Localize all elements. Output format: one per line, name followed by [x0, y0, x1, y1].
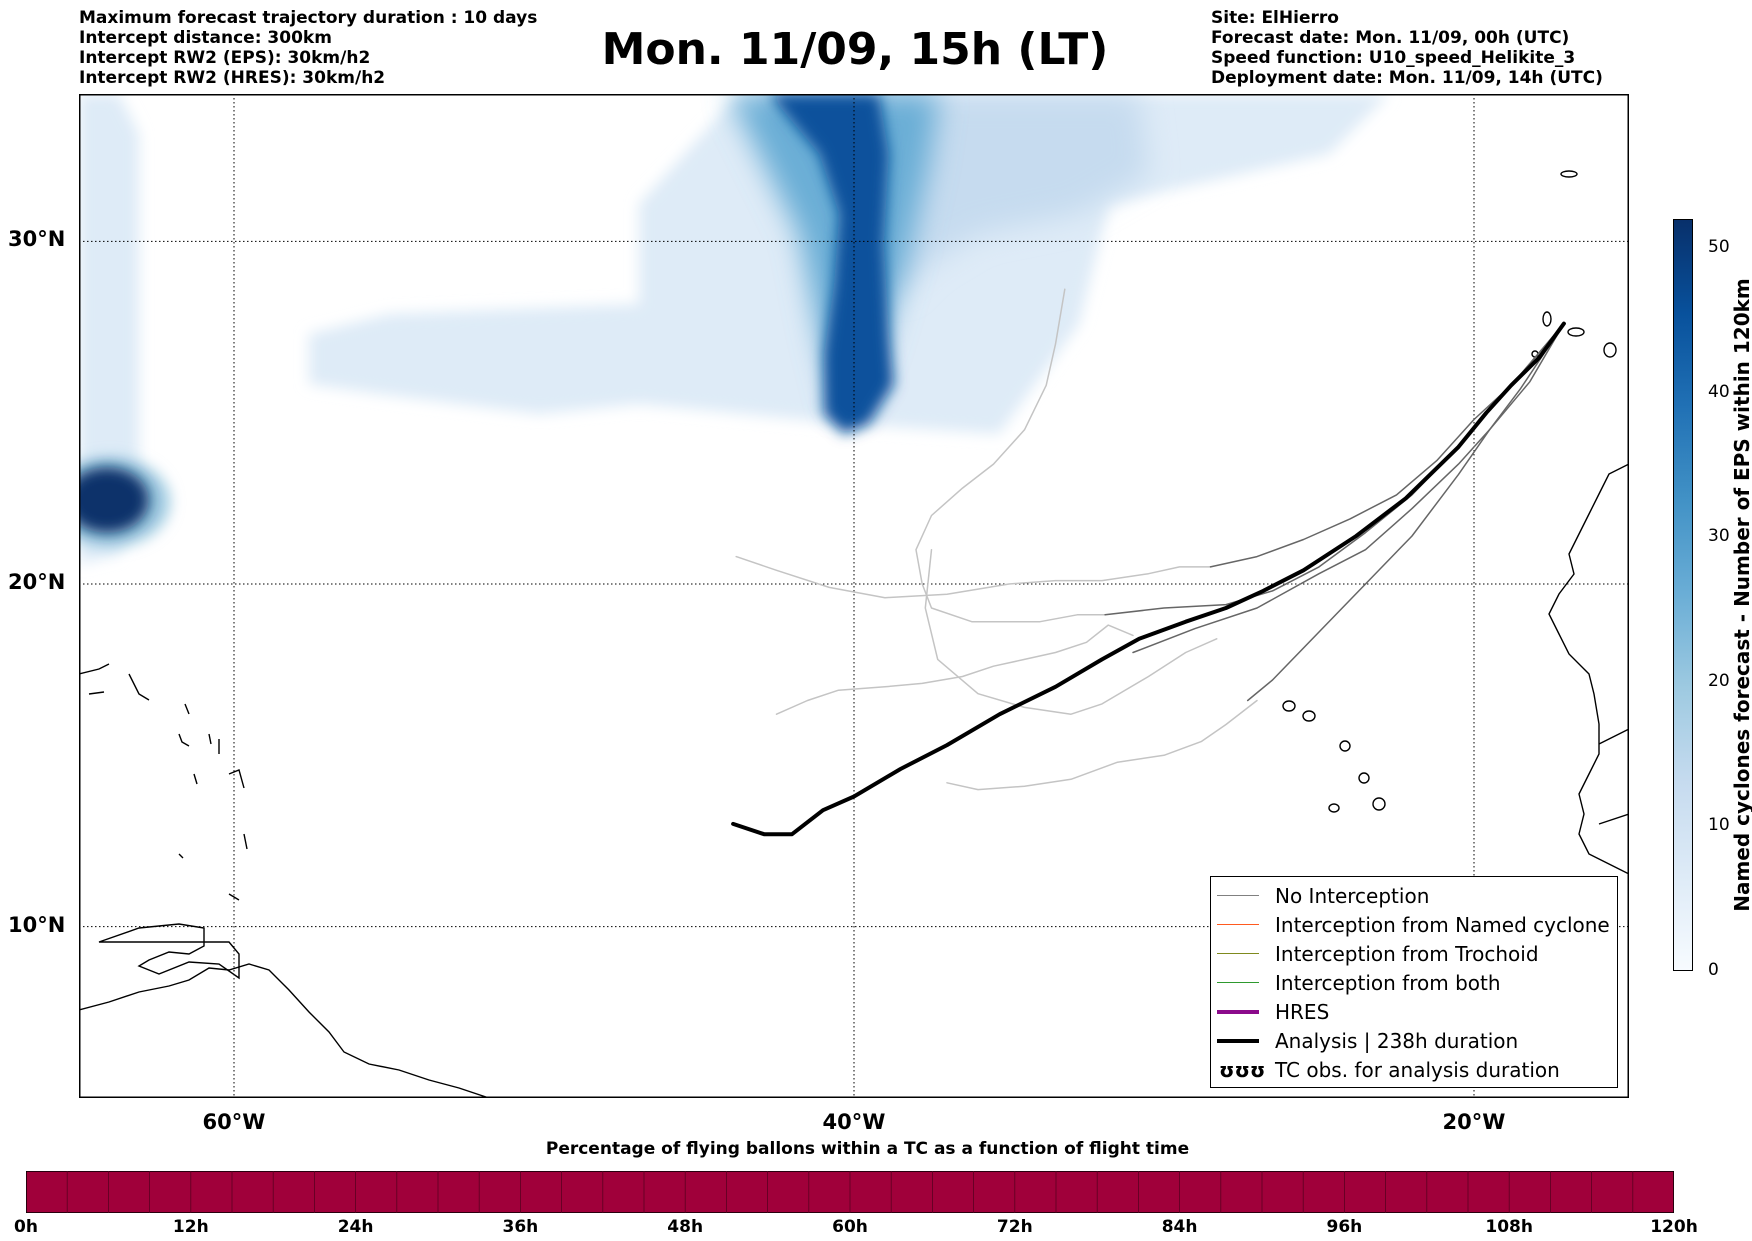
island-cape-verde-5 — [1328, 803, 1340, 813]
coastlines — [79, 170, 1629, 1098]
header-left-line: Intercept distance: 300km — [79, 28, 332, 48]
analysis-track-line — [731, 321, 1566, 837]
coast-africa-detail — [1598, 728, 1629, 825]
header-right-line: Deployment date: Mon. 11/09, 14h (UTC) — [1211, 68, 1603, 88]
pct-bar-ticks — [66, 1171, 1634, 1213]
coast-venezuela-islands — [98, 923, 240, 980]
colorbar-tick-label: 50 — [1708, 236, 1730, 257]
pct-tick-label: 60h — [832, 1217, 868, 1237]
eps-track-light — [775, 624, 1134, 715]
legend-swatch — [1217, 953, 1259, 955]
legend-label: Interception from Trochoid — [1275, 942, 1539, 966]
pct-tick-label: 108h — [1485, 1217, 1533, 1237]
page-title: Mon. 11/09, 15h (LT) — [601, 24, 1109, 75]
coast-south-america — [79, 963, 490, 1098]
pct-tick-label: 12h — [172, 1217, 209, 1237]
density-region-core — [769, 94, 894, 434]
colorbar-tick-label: 40 — [1708, 381, 1730, 402]
pct-tick-label: 48h — [667, 1217, 704, 1237]
legend-item: No Interception — [1211, 882, 1617, 911]
pct-tick-label: 96h — [1326, 1217, 1363, 1237]
legend-label: Analysis | 238h duration — [1275, 1029, 1519, 1053]
pct-tick-label: 36h — [502, 1217, 539, 1237]
header-left-line: Intercept RW2 (EPS): 30km/h2 — [79, 48, 371, 68]
island-cape-verde-2 — [1339, 740, 1351, 752]
island-canaries-2 — [1567, 327, 1585, 337]
pct-tick-label: 120h — [1650, 1217, 1698, 1237]
eps-track-light — [735, 555, 1212, 599]
analysis-track — [731, 321, 1566, 837]
eps-track-light — [924, 548, 1218, 715]
lat-tick-label: 20°N — [8, 570, 66, 594]
header-right-line: Site: ElHierro — [1211, 8, 1339, 28]
legend-item: Analysis | 238h duration — [1211, 1027, 1617, 1056]
island-cape-verde-4 — [1372, 797, 1386, 811]
eps-track-light — [915, 288, 1106, 623]
coast-lesser-antilles — [178, 703, 248, 901]
tc-obs-icon: ʊʊʊ — [1219, 1058, 1266, 1082]
eps-track-dark — [1246, 322, 1565, 702]
pct-tick-label: 84h — [1161, 1217, 1198, 1237]
coast-greater-antilles — [79, 663, 150, 701]
legend-swatch — [1217, 1039, 1259, 1043]
colorbar-tick-label: 20 — [1708, 670, 1730, 691]
legend-label: HRES — [1275, 1000, 1330, 1024]
lat-tick-label: 10°N — [8, 912, 66, 937]
colorbar-label: Named cyclones forecast - Number of EPS … — [1730, 278, 1752, 912]
legend-item: Interception from Named cyclone — [1211, 911, 1617, 940]
lon-tick-label: 20°W — [1442, 1110, 1506, 1134]
island-canaries-1 — [1603, 342, 1617, 358]
eps-track-light — [946, 699, 1258, 791]
header-right: Site: ElHierro Forecast date: Mon. 11/09… — [1211, 8, 1603, 88]
legend-label: Interception from Named cyclone — [1275, 913, 1610, 937]
island-canaries-3 — [1542, 311, 1552, 327]
header-right-line: Forecast date: Mon. 11/09, 00h (UTC) — [1211, 28, 1570, 48]
pct-bar — [26, 1171, 1674, 1213]
legend-label: No Interception — [1275, 884, 1430, 908]
colorbar-tick-label: 10 — [1708, 815, 1730, 836]
island-cape-verde-6 — [1282, 700, 1296, 712]
legend: No Interception Interception from Named … — [1210, 876, 1618, 1088]
legend-label: TC obs. for analysis duration — [1275, 1058, 1560, 1082]
eps-density-field — [79, 94, 1389, 564]
legend-item: HRES — [1211, 998, 1617, 1027]
colorbar-tick-label: 30 — [1708, 526, 1730, 547]
header-left-line: Maximum forecast trajectory duration : 1… — [79, 8, 538, 28]
pct-tick-label: 0h — [14, 1217, 38, 1237]
pct-tick-label: 24h — [337, 1217, 374, 1237]
legend-swatch — [1217, 1010, 1259, 1014]
legend-item: ʊʊʊ TC obs. for analysis duration — [1211, 1056, 1617, 1085]
eps-track-dark — [1132, 322, 1565, 654]
island-cape-verde-1 — [1302, 710, 1316, 722]
header-left-line: Intercept RW2 (HRES): 30km/h2 — [79, 68, 386, 88]
lon-tick-label: 60°W — [202, 1110, 266, 1134]
coast-africa — [1548, 463, 1629, 875]
colorbar-tick-label: 0 — [1708, 960, 1719, 980]
colorbar — [1673, 219, 1693, 971]
pct-tick-label: 72h — [996, 1217, 1033, 1237]
lon-tick-label: 40°W — [822, 1110, 886, 1134]
density-west-core — [79, 467, 149, 533]
legend-item: Interception from Trochoid — [1211, 940, 1617, 969]
legend-swatch — [1217, 924, 1259, 926]
legend-swatch — [1217, 895, 1259, 897]
legend-swatch — [1217, 982, 1259, 984]
legend-item: Interception from both — [1211, 969, 1617, 998]
map-frame — [79, 94, 1629, 1098]
header-right-line: Speed function: U10_speed_Helikite_3 — [1211, 48, 1576, 68]
header-left: Maximum forecast trajectory duration : 1… — [79, 8, 537, 88]
island-madeira — [1560, 170, 1578, 178]
eps-tracks-light — [735, 288, 1258, 791]
island-cape-verde-3 — [1358, 772, 1370, 784]
pct-bar-label: Percentage of flying ballons within a TC… — [545, 1139, 1190, 1159]
legend-label: Interception from both — [1275, 971, 1501, 995]
density-region-west — [79, 94, 139, 564]
lat-tick-label: 30°N — [8, 227, 66, 252]
